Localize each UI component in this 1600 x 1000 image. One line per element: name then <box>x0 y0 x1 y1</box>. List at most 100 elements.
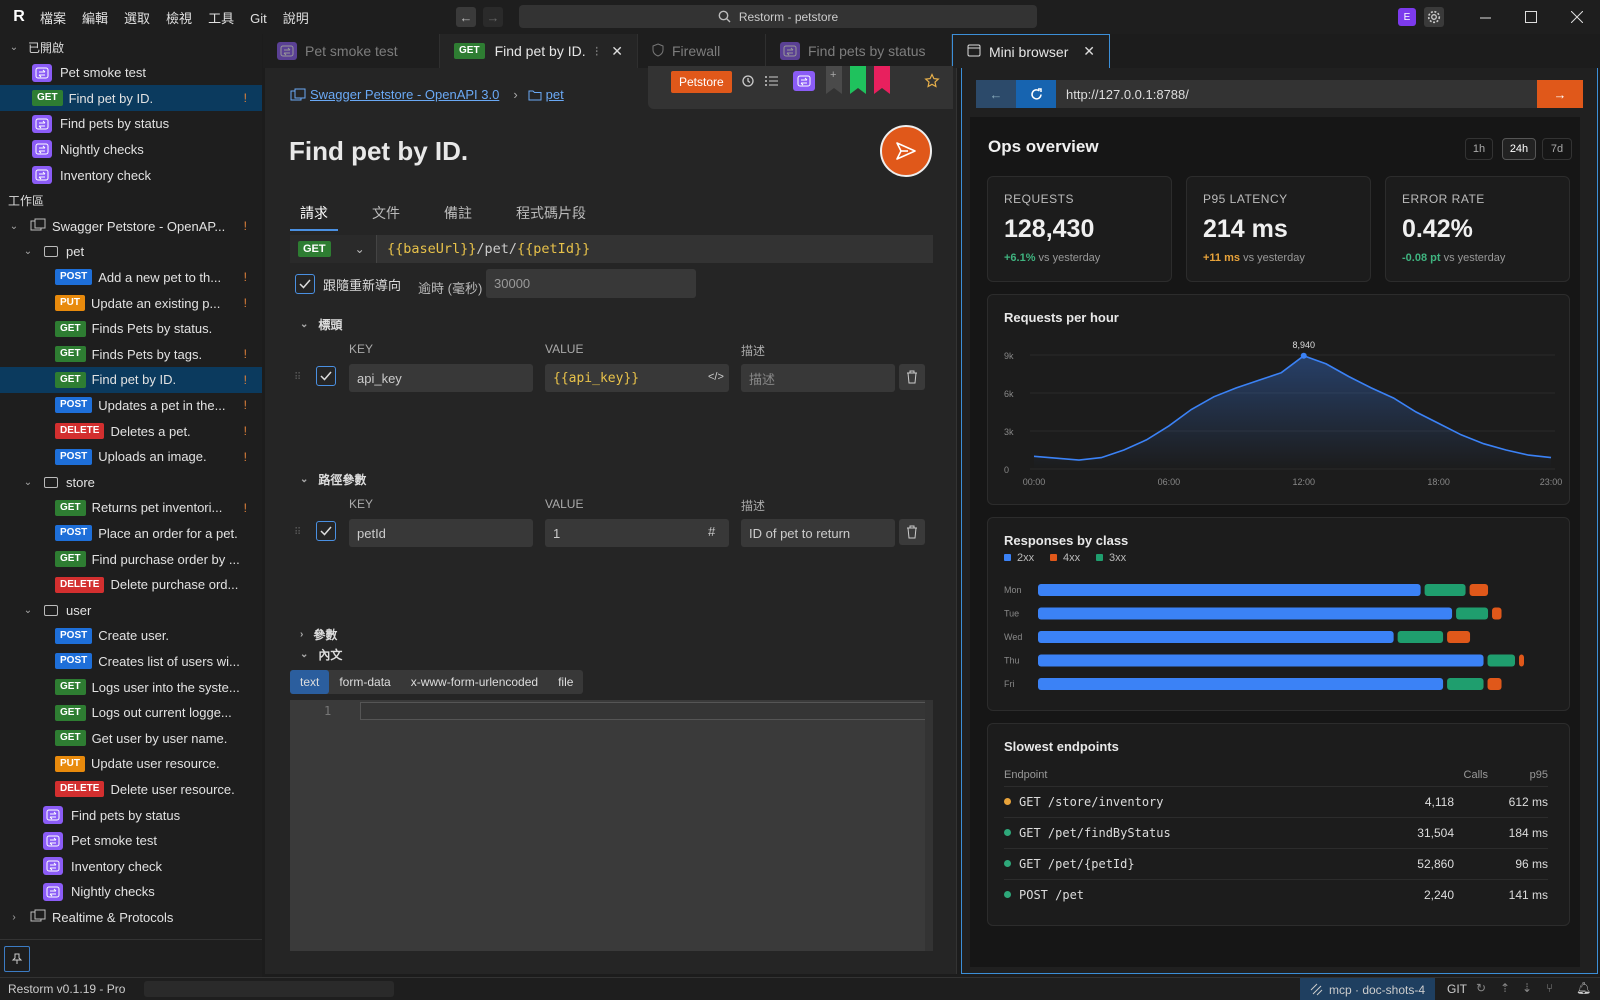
request-item[interactable]: PUT Update user resource. <box>0 751 262 777</box>
tab-4[interactable]: Mini browser ✕ <box>952 34 1110 68</box>
request-item[interactable]: PUT Update an existing p...! <box>0 290 262 316</box>
close-icon[interactable]: ✕ <box>611 42 623 59</box>
header-key-input[interactable]: api_key <box>349 364 533 392</box>
pin-icon[interactable] <box>4 946 30 972</box>
tab-3[interactable]: Find pets by status <box>766 34 952 68</box>
collection-icon[interactable] <box>793 71 815 91</box>
body-tab[interactable]: x-www-form-urlencoded <box>410 675 539 689</box>
body-tab[interactable]: form-data <box>339 675 391 689</box>
opened-item[interactable]: Inventory check <box>0 162 262 188</box>
path-param-value-input[interactable]: 1 <box>545 519 729 547</box>
tab-2[interactable]: Firewall <box>638 34 766 68</box>
section-opened[interactable]: ⌄ 已開啟 <box>0 34 262 60</box>
breadcrumb-project[interactable]: Swagger Petstore - OpenAPI 3.0 <box>310 87 500 102</box>
url-input[interactable]: {{baseUrl}}/pet/{{petId}} <box>377 241 590 257</box>
back-icon[interactable]: ← <box>456 7 476 27</box>
menu-item[interactable]: 編輯 <box>82 10 109 26</box>
drag-handle-icon[interactable]: ⠿ <box>294 527 302 538</box>
request-item[interactable]: POST Uploads an image.! <box>0 444 262 470</box>
section-workspace[interactable]: 工作區 <box>0 188 262 214</box>
range-option[interactable]: 7d <box>1542 138 1572 160</box>
request-item[interactable]: GET Returns pet inventori...! <box>0 495 262 521</box>
browser-go-icon[interactable]: → <box>1537 80 1583 108</box>
refresh-icon[interactable]: ↻ <box>1476 981 1487 995</box>
endpoint-row[interactable]: POST /pet 2,240 141 ms <box>1004 879 1548 909</box>
trash-icon[interactable] <box>899 519 925 545</box>
request-item[interactable]: GET Finds Pets by status. <box>0 316 262 342</box>
collection-item[interactable]: Pet smoke test <box>0 828 262 854</box>
push-icon[interactable]: ⇡ <box>1500 981 1511 995</box>
params-section-toggle[interactable]: › 參數 <box>300 626 337 643</box>
collection-item[interactable]: Find pets by status <box>0 802 262 828</box>
subtab[interactable]: 備註 <box>444 205 472 221</box>
close-icon[interactable]: ✕ <box>1083 43 1095 59</box>
forward-icon[interactable]: → <box>483 7 503 27</box>
opened-item[interactable]: GET Find pet by ID.! <box>0 85 262 112</box>
subtab[interactable]: 請求 <box>290 201 338 231</box>
minimize-icon[interactable] <box>1462 0 1508 34</box>
browser-back-icon[interactable]: ← <box>976 80 1016 108</box>
mcp-status[interactable]: mcp · doc-shots-4 <box>1300 978 1436 1000</box>
request-item[interactable]: DELETE Deletes a pet.! <box>0 418 262 444</box>
request-item[interactable]: GET Logs user into the syste... <box>0 674 262 700</box>
bell-icon[interactable]: 🔔︎ <box>1576 981 1592 995</box>
menu-item[interactable]: 檔案 <box>40 10 67 26</box>
request-item[interactable]: POST Updates a pet in the...! <box>0 392 262 418</box>
path-params-section-toggle[interactable]: ⌄ 路徑參數 <box>300 471 366 488</box>
timeout-input[interactable]: 30000 <box>486 269 696 298</box>
request-item[interactable]: POST Creates list of users wi... <box>0 648 262 674</box>
bookmark-icons[interactable]: + <box>826 66 906 96</box>
body-tab[interactable]: file <box>558 675 574 689</box>
folder-store[interactable]: ⌄ store <box>0 469 262 495</box>
send-button[interactable] <box>880 125 932 177</box>
request-item[interactable]: DELETE Delete purchase ord... <box>0 572 262 598</box>
menu-item[interactable]: 工具 <box>208 10 235 26</box>
menu-item[interactable]: 說明 <box>282 10 309 26</box>
request-item[interactable]: GET Logs out current logge... <box>0 700 262 726</box>
list-icon[interactable] <box>764 74 778 91</box>
request-item[interactable]: GET Find pet by ID.! <box>0 366 262 393</box>
header-enabled-checkbox[interactable] <box>316 366 336 386</box>
header-desc-input[interactable]: 描述 <box>741 364 895 392</box>
pull-icon[interactable]: ⇣ <box>1522 981 1533 995</box>
range-option[interactable]: 24h <box>1502 138 1536 160</box>
star-icon[interactable] <box>924 73 940 92</box>
endpoint-row[interactable]: GET /pet/{petId} 52,860 96 ms <box>1004 848 1548 878</box>
menu-item[interactable]: 檢視 <box>166 10 193 26</box>
opened-item[interactable]: Nightly checks <box>0 136 262 162</box>
menu-item[interactable]: Git <box>250 10 267 26</box>
maximize-icon[interactable] <box>1508 0 1554 34</box>
project-item[interactable]: ⌄ Swagger Petstore - OpenAP...! <box>0 213 262 239</box>
path-param-desc-input[interactable]: ID of pet to return <box>741 519 895 547</box>
header-value-input[interactable]: {{api_key}} <box>545 364 729 392</box>
request-item[interactable]: POST Create user. <box>0 623 262 649</box>
code-icon[interactable]: </> <box>708 371 724 383</box>
endpoint-row[interactable]: GET /pet/findByStatus 31,504 184 ms <box>1004 817 1548 847</box>
opened-item[interactable]: Pet smoke test <box>0 60 262 86</box>
range-option[interactable]: 1h <box>1465 138 1493 160</box>
environment-chip[interactable]: Petstore <box>671 71 732 93</box>
follow-redirect-option[interactable]: 跟隨重新導向 <box>295 274 401 294</box>
request-item[interactable]: POST Add a new pet to th...! <box>0 264 262 290</box>
realtime-item[interactable]: › Realtime & Protocols <box>0 904 262 930</box>
headers-section-toggle[interactable]: ⌄ 標頭 <box>300 316 342 333</box>
tab-1[interactable]: GET Find pet by ID. ✕ ⁝ <box>440 34 638 68</box>
path-param-enabled-checkbox[interactable] <box>316 521 336 541</box>
body-editor[interactable]: 1 <box>290 700 933 951</box>
drag-handle-icon[interactable]: ⠿ <box>294 372 302 383</box>
request-item[interactable]: GET Finds Pets by tags.! <box>0 341 262 367</box>
browser-url-input[interactable]: http://127.0.0.1:8788/ <box>1066 86 1189 102</box>
request-item[interactable]: DELETE Delete user resource. <box>0 776 262 802</box>
folder-user[interactable]: ⌄ user <box>0 597 262 623</box>
subtab[interactable]: 文件 <box>372 205 400 221</box>
editor-scrollbar[interactable] <box>925 700 933 951</box>
body-section-toggle[interactable]: ⌄ 內文 <box>300 646 342 663</box>
browser-reload-icon[interactable] <box>1016 80 1056 108</box>
path-param-key-input[interactable]: petId <box>349 519 533 547</box>
tab-0[interactable]: Pet smoke test <box>263 34 440 68</box>
collection-item[interactable]: Nightly checks <box>0 879 262 905</box>
body-tab[interactable]: text <box>290 670 330 694</box>
endpoint-row[interactable]: GET /store/inventory 4,118 612 ms <box>1004 786 1548 816</box>
request-item[interactable]: POST Place an order for a pet. <box>0 520 262 546</box>
history-icon[interactable] <box>741 74 755 91</box>
